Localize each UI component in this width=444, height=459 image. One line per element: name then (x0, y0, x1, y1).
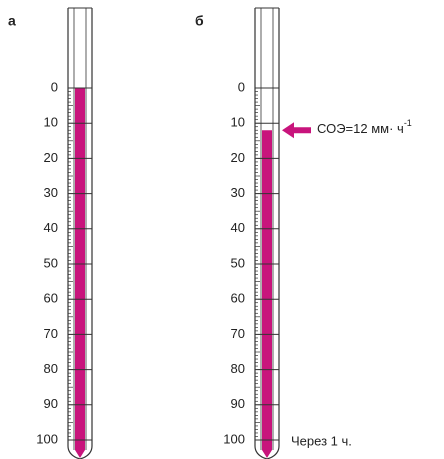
tube (67, 8, 93, 459)
scale-label: 70 (231, 326, 245, 341)
scale-label: 20 (231, 150, 245, 165)
scale-label: 40 (231, 220, 245, 235)
scale-label: 20 (44, 150, 58, 165)
scale-label: 40 (44, 220, 58, 235)
scale-label: 90 (44, 396, 58, 411)
scale-label: 30 (44, 185, 58, 200)
tube (254, 8, 280, 459)
blood-column (262, 130, 272, 459)
panel-label: а (8, 13, 16, 29)
annotation-text: СОЭ=12 мм· ч (317, 122, 404, 137)
scale-label: 0 (238, 79, 245, 94)
scale-label: 60 (231, 291, 245, 306)
scale-label: 0 (51, 79, 58, 94)
annotation-superscript: -1 (404, 119, 412, 129)
scale-label: 60 (44, 291, 58, 306)
caption: Через 1 ч. (291, 433, 352, 448)
scale-label: 70 (44, 326, 58, 341)
scale-label: 50 (44, 255, 58, 270)
scale-label: 80 (231, 361, 245, 376)
scale-label: 50 (231, 255, 245, 270)
panel-label: б (195, 13, 204, 29)
arrow (282, 122, 311, 139)
scale-label: 80 (44, 361, 58, 376)
scale-label: 100 (36, 431, 58, 446)
scale-label: 10 (231, 115, 245, 130)
scale-label: 30 (231, 185, 245, 200)
annotation: СОЭ=12 мм· ч-1 (317, 119, 412, 137)
scale-label: 90 (231, 396, 245, 411)
scale-label: 10 (44, 115, 58, 130)
blood-column (75, 88, 85, 458)
scale-label: 100 (223, 431, 245, 446)
